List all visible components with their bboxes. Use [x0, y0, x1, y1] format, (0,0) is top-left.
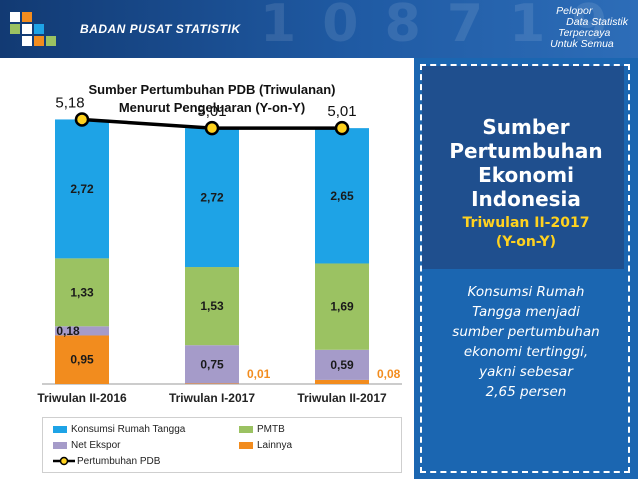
bar-value-label: 0,01 [247, 367, 271, 381]
org-name: BADAN PUSAT STATISTIK [80, 22, 241, 36]
panel-title-line: Pertumbuhan [449, 139, 603, 163]
panel-title-line: Sumber [482, 115, 570, 139]
bar-segment [55, 335, 109, 384]
panel-body-line: 2,65 persen [485, 384, 567, 400]
bar-value-label: 1,33 [70, 285, 94, 299]
legend-item: Pertumbuhan PDB [53, 456, 160, 467]
gdp-growth-label: 5,01 [327, 103, 356, 120]
gdp-growth-point [204, 120, 220, 136]
chart-title-line: Sumber Pertumbuhan PDB (Triwulanan) [88, 82, 335, 97]
bar-segment [185, 383, 239, 384]
stacked-bar-chart: Sumber Pertumbuhan PDB (Triwulanan) Menu… [37, 82, 402, 405]
legend-item: Lainnya [239, 440, 292, 451]
tagline: Pelopor Data Statistik Terpercaya Untuk … [550, 5, 628, 50]
panel-body-line: Tangga menjadi [472, 304, 580, 320]
legend-label: Pertumbuhan PDB [77, 456, 161, 467]
legend-label: PMTB [257, 424, 285, 435]
bar-segment [315, 349, 369, 380]
legend-item: PMTB [239, 424, 285, 435]
bar-value-label: 0,18 [56, 324, 80, 338]
summary-title-block [422, 66, 624, 269]
legend-swatch [239, 441, 253, 449]
panel-subtitle-line: (Y-on-Y) [495, 234, 557, 250]
panel-body: Konsumsi Rumah Tangga menjadi sumber per… [414, 282, 638, 402]
bar-value-label: 1,69 [330, 300, 354, 314]
tagline-line: Pelopor [556, 5, 593, 17]
header-bar: 1 0 8 7 1 9 BADAN PUSAT STATISTIK Pelopo… [0, 0, 638, 58]
legend-item: Konsumsi Rumah Tangga [53, 424, 185, 435]
gdp-growth-label: 5,01 [197, 103, 226, 120]
gdp-growth-label: 5,18 [55, 94, 84, 111]
panel-title-line: Ekonomi [478, 163, 574, 187]
bar-value-label: 0,59 [330, 358, 354, 372]
panel-body-line: sumber pertumbuhan [452, 324, 600, 340]
tagline-line: Terpercaya [558, 27, 611, 39]
legend-swatch [53, 425, 67, 433]
legend-swatch [53, 441, 67, 449]
bar-segment [55, 326, 109, 336]
tagline-line: Data Statistik [566, 16, 628, 28]
bps-logo-icon [10, 12, 56, 46]
bar-value-label: 0,08 [377, 367, 401, 381]
bar-segment [55, 119, 109, 259]
legend-swatch [239, 425, 253, 433]
bar-value-label: 2,72 [200, 191, 224, 205]
tagline-line: Untuk Semua [550, 38, 614, 50]
panel-body-line: ekonomi tertinggi, [463, 344, 589, 360]
chart-area: Sumber Pertumbuhan PDB (Triwulanan) Menu… [0, 58, 412, 479]
bar-value-label: 0,75 [200, 357, 224, 371]
bar-segment [315, 128, 369, 264]
dashed-border [420, 64, 630, 473]
bar-value-label: 2,72 [70, 182, 94, 196]
gdp-growth-point [74, 112, 90, 127]
x-tick-label: Triwulan I-2017 [169, 391, 255, 405]
panel-body-line: yakni sebesar [479, 364, 573, 380]
legend-line-marker-icon [53, 457, 75, 466]
x-tick-label: Triwulan II-2016 [37, 391, 127, 405]
bar-value-label: 1,53 [200, 299, 224, 313]
bar-value-label: 0,95 [70, 353, 94, 367]
bar-segment [185, 128, 239, 268]
bar-value-label: 2,65 [330, 189, 354, 203]
legend-label: Net Ekspor [71, 440, 121, 451]
panel-subtitle-line: Triwulan II-2017 [462, 215, 590, 231]
gdp-growth-point [334, 120, 350, 136]
chart-title-line: Menurut Pengeluaran (Y-on-Y) [119, 100, 305, 115]
summary-panel: Sumber Pertumbuhan Ekonomi Indonesia Tri… [414, 58, 638, 479]
x-tick-label: Triwulan II-2017 [297, 391, 387, 405]
bar-segment [185, 345, 239, 384]
panel-body-line: Konsumsi Rumah [467, 284, 585, 300]
legend-label: Konsumsi Rumah Tangga [71, 424, 186, 435]
bar-segment [315, 263, 369, 350]
legend-label: Lainnya [257, 440, 293, 451]
panel-title-line: Indonesia [471, 187, 581, 211]
bar-segment [55, 258, 109, 327]
bar-segment [185, 267, 239, 346]
header-background-numbers: 1 0 8 7 1 9 [260, 0, 612, 54]
chart-legend: Konsumsi Rumah Tangga PMTB Net Ekspor La… [42, 417, 402, 473]
legend-item: Net Ekspor [53, 440, 120, 451]
bar-segment [315, 379, 369, 384]
